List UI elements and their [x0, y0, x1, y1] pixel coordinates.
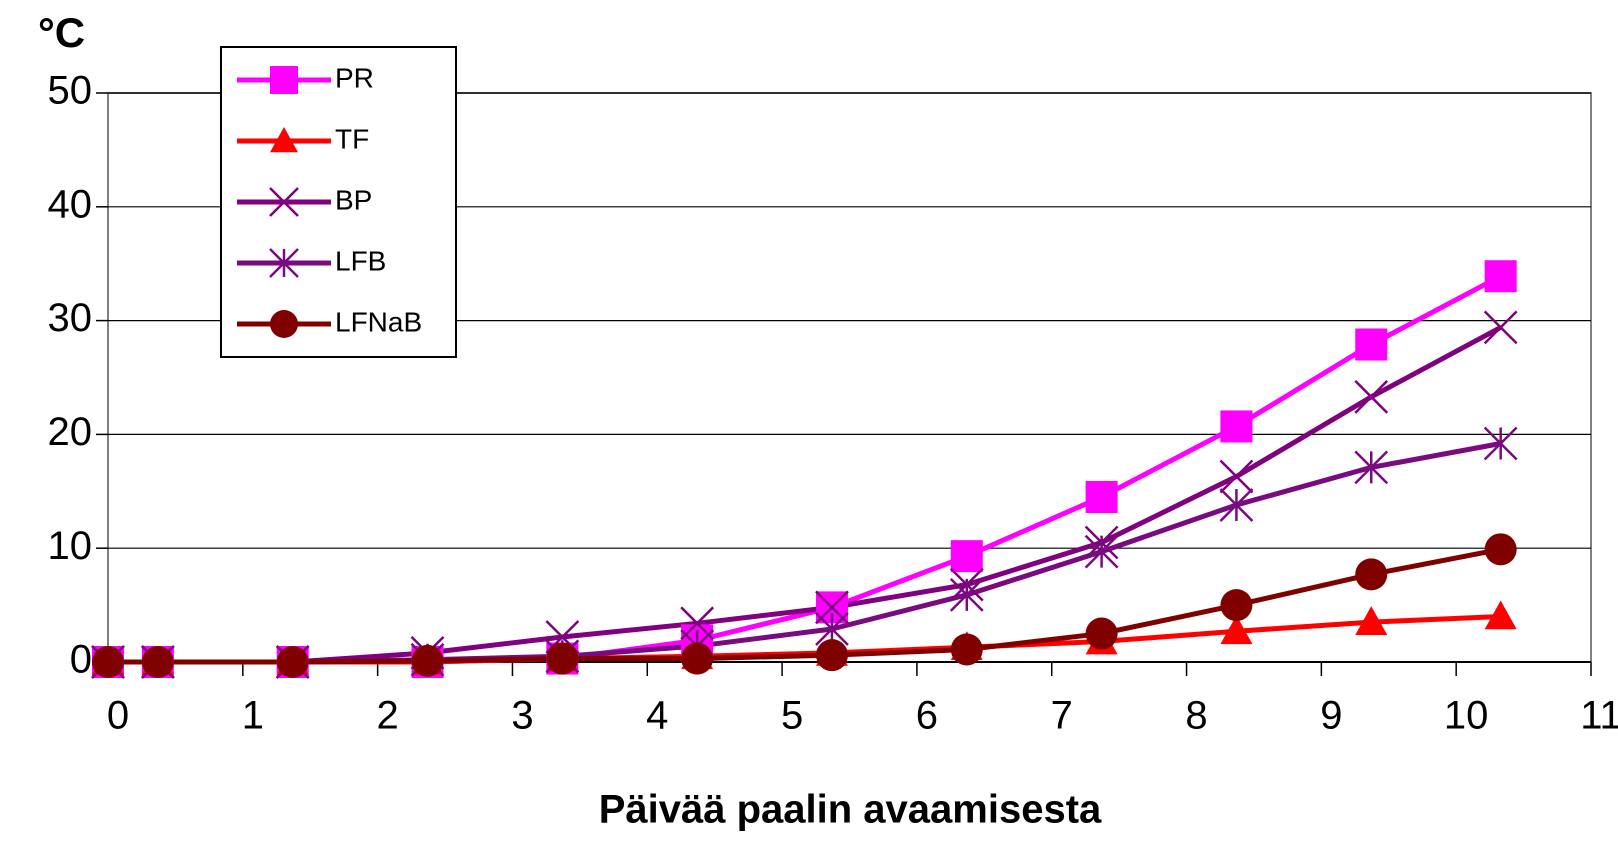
marker-shape	[1220, 615, 1253, 645]
marker-shape	[1354, 450, 1389, 485]
marker	[949, 577, 984, 612]
marker-shape	[141, 646, 174, 678]
marker-shape	[950, 540, 983, 573]
marker-shape	[1355, 558, 1388, 591]
legend-label: BP	[335, 184, 372, 215]
marker-shape	[92, 646, 124, 678]
marker	[1355, 606, 1388, 635]
y-tick-label: 10	[48, 524, 93, 568]
marker	[1084, 534, 1119, 569]
marker	[411, 644, 444, 677]
y-tick-label: 50	[48, 69, 93, 113]
marker	[270, 127, 298, 153]
marker	[1219, 488, 1254, 522]
marker	[1355, 558, 1388, 591]
y-tick-label: 30	[48, 296, 93, 340]
marker-shape	[546, 642, 579, 675]
marker	[141, 646, 174, 678]
marker-shape	[1220, 589, 1253, 622]
marker-shape	[270, 127, 298, 153]
marker	[950, 633, 983, 666]
marker	[270, 66, 298, 94]
marker	[1085, 617, 1118, 650]
x-tick-label: 8	[1185, 694, 1207, 738]
x-tick-label: 10	[1444, 694, 1489, 738]
marker	[1354, 379, 1389, 414]
marker	[1483, 310, 1518, 345]
x-tick-label: 6	[916, 694, 938, 738]
marker-shape	[1484, 600, 1517, 630]
x-tick-label: 9	[1320, 694, 1342, 738]
marker	[269, 187, 299, 217]
x-tick-label: 3	[511, 694, 533, 738]
series-line	[108, 546, 1502, 665]
marker-shape	[269, 248, 299, 278]
marker	[270, 310, 298, 338]
y-axis-label: °C	[38, 9, 85, 56]
marker-shape	[1484, 533, 1517, 566]
x-tick-label: 5	[781, 694, 803, 738]
marker	[1220, 589, 1253, 622]
marker-shape	[1483, 426, 1518, 461]
marker	[1484, 600, 1517, 630]
y-tick-label: 20	[48, 410, 93, 454]
legend-label: LFB	[335, 245, 386, 276]
marker	[92, 646, 124, 678]
marker-shape	[1219, 488, 1254, 522]
x-axis-label: Päivää paalin avaamisesta	[599, 788, 1102, 832]
marker-shape	[270, 310, 298, 338]
marker	[1220, 410, 1253, 443]
legend-label: PR	[335, 62, 374, 93]
marker-shape	[815, 639, 848, 672]
legend-label: LFNaB	[335, 306, 422, 337]
marker-shape	[1219, 459, 1254, 494]
marker	[1484, 533, 1517, 566]
marker	[1085, 480, 1118, 513]
marker	[1219, 459, 1254, 494]
marker	[1483, 426, 1518, 461]
marker	[1484, 260, 1517, 293]
y-tick-label: 0	[70, 638, 92, 682]
marker	[1355, 328, 1388, 361]
marker-shape	[1085, 480, 1118, 513]
marker-shape	[1220, 410, 1253, 443]
x-tick-label: 11	[1580, 694, 1618, 738]
marker	[1354, 450, 1389, 485]
marker-shape	[1484, 260, 1517, 293]
marker-shape	[1084, 534, 1119, 569]
series-line	[108, 325, 1502, 665]
marker-shape	[949, 577, 984, 612]
x-tick-label: 4	[646, 694, 668, 738]
marker	[950, 540, 983, 573]
marker	[276, 646, 309, 678]
y-tick-label: 40	[48, 182, 93, 226]
marker-shape	[1354, 379, 1389, 414]
marker	[1220, 615, 1253, 645]
x-tick-label: 2	[377, 694, 399, 738]
marker-shape	[269, 187, 299, 217]
marker-shape	[950, 633, 983, 666]
legend-label: TF	[335, 123, 369, 154]
marker-shape	[1355, 606, 1388, 635]
marker	[681, 642, 714, 675]
x-tick-label: 0	[107, 694, 129, 738]
marker	[546, 642, 579, 675]
marker-shape	[276, 646, 309, 678]
marker-shape	[411, 644, 444, 677]
x-tick-label: 1	[242, 694, 264, 738]
marker-shape	[681, 642, 714, 675]
marker-shape	[1355, 328, 1388, 361]
x-tick-label: 7	[1051, 694, 1073, 738]
marker	[815, 639, 848, 672]
marker	[269, 248, 299, 278]
marker-shape	[1483, 310, 1518, 345]
marker-shape	[1085, 617, 1118, 650]
marker-shape	[270, 66, 298, 94]
